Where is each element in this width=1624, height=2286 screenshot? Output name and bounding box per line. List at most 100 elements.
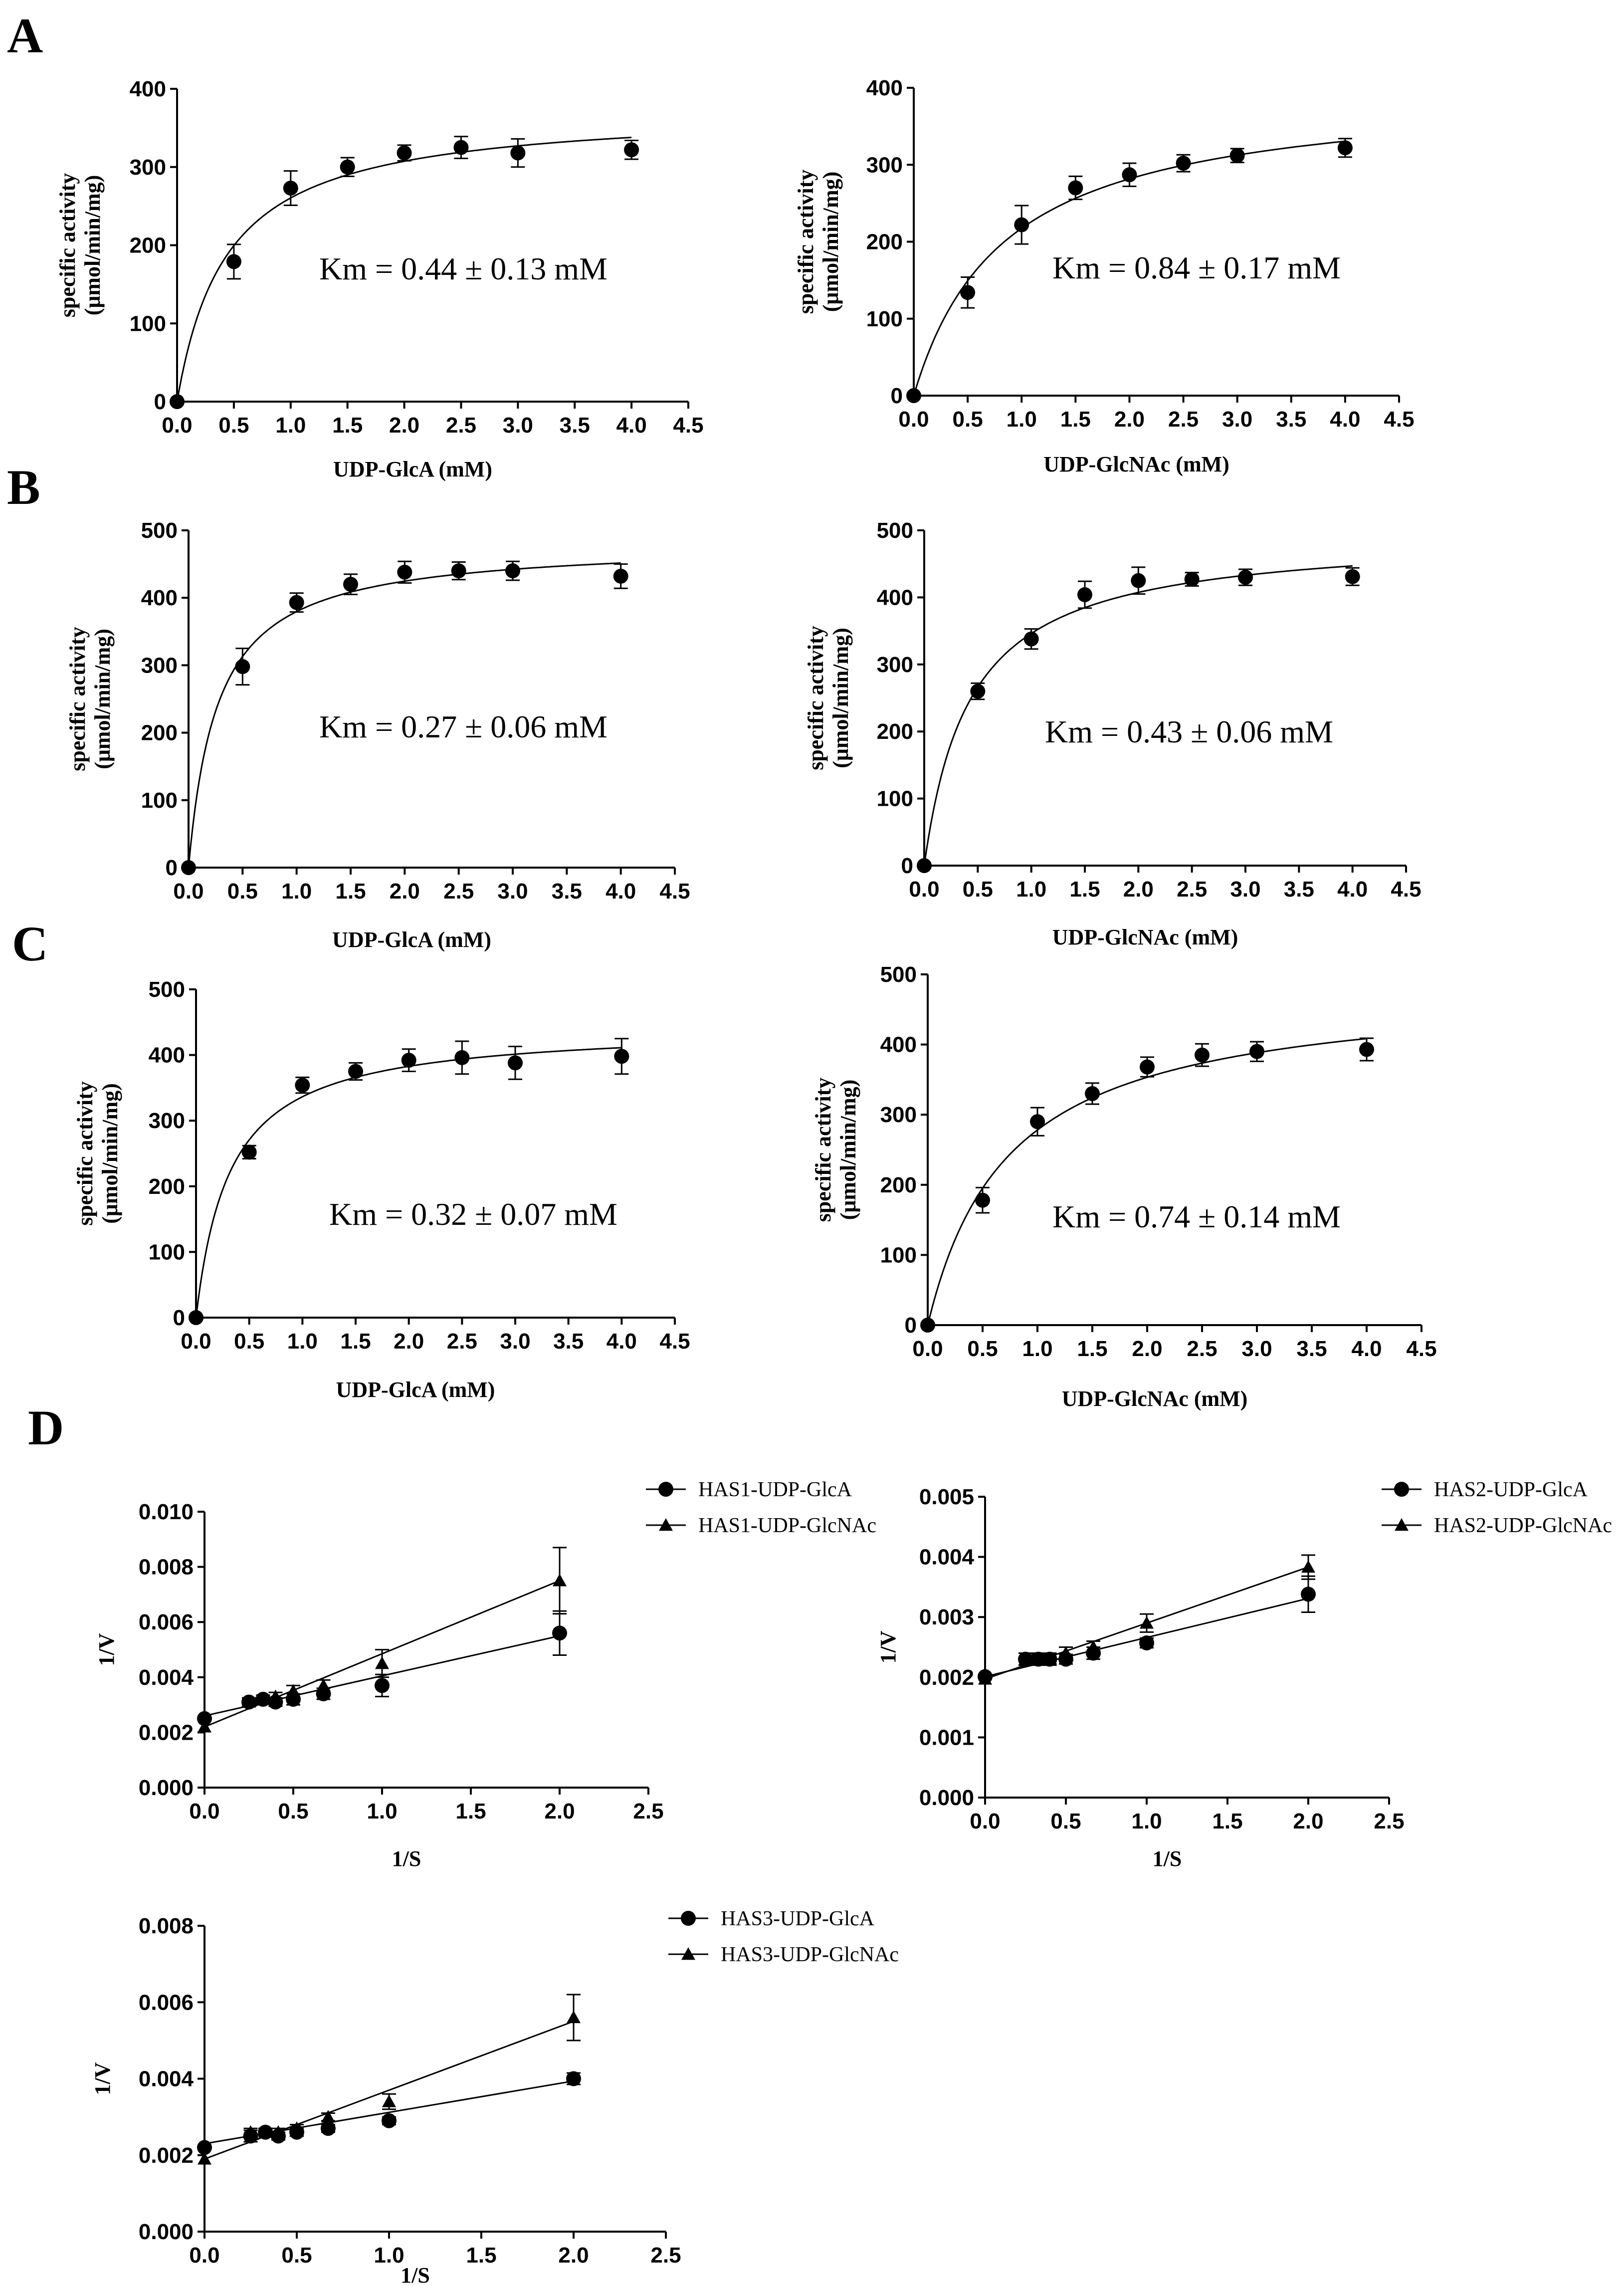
data-point bbox=[1030, 1114, 1045, 1130]
y-tick-label: 100 bbox=[877, 787, 913, 811]
y-tick-label: 500 bbox=[149, 977, 185, 1002]
y-tick-label: 0.002 bbox=[139, 2143, 194, 2168]
y-tick-label: 0.000 bbox=[139, 1776, 194, 1800]
data-point bbox=[382, 2113, 397, 2128]
data-point bbox=[320, 2121, 336, 2136]
y-tick-label: 100 bbox=[149, 1240, 185, 1264]
y-tick-label: 0.008 bbox=[139, 1555, 194, 1580]
x-tick-label: 2.0 bbox=[394, 1329, 424, 1354]
x-tick-label: 3.5 bbox=[553, 1329, 584, 1354]
y-tick-label: 200 bbox=[866, 230, 903, 254]
chart-d-has2: 0.0 0.5 1.0 1.5 2.0 2.5 0.000 0.001 0.002 0.003 0.… bbox=[876, 1478, 1612, 1871]
x-axis-label: UDP-GlcA (mM) bbox=[336, 1377, 495, 1402]
panel-letter-a: A bbox=[7, 8, 43, 63]
x-tick-label: 0.0 bbox=[181, 1329, 211, 1354]
data-point bbox=[1238, 570, 1253, 585]
data-point bbox=[289, 595, 304, 610]
data-point bbox=[283, 181, 298, 196]
x-tick-label: 4.5 bbox=[1384, 407, 1414, 432]
y-tick-label: 0.006 bbox=[139, 1990, 194, 2015]
data-point bbox=[1249, 1044, 1264, 1059]
y-axis-label: (μmol/min/mg) bbox=[836, 1080, 860, 1220]
data-point bbox=[271, 2125, 285, 2138]
legend-marker bbox=[681, 1947, 695, 1960]
y-tick-label: 400 bbox=[880, 1033, 917, 1057]
chart-b-left: 0.0 0.5 1.0 1.5 2.0 2.5 3.0 3.5 4.0 4.5 0 100 200 300… bbox=[65, 518, 690, 952]
x-tick-label: 1.0 bbox=[1016, 877, 1046, 902]
data-point bbox=[1195, 1047, 1210, 1063]
chart-c-left: 0.0 0.5 1.0 1.5 2.0 2.5 3.0 3.5 4.0 4.5 0 100 200 300… bbox=[73, 977, 690, 1402]
data-point bbox=[170, 394, 185, 409]
data-point bbox=[226, 254, 241, 269]
data-point bbox=[1014, 217, 1029, 232]
y-tick-label: 300 bbox=[880, 1103, 917, 1127]
data-point bbox=[375, 1656, 389, 1669]
x-tick-label: 3.5 bbox=[1276, 407, 1306, 432]
chart-c-right: 0.0 0.5 1.0 1.5 2.0 2.5 3.0 3.5 4.0 4.5 0 100 200 300… bbox=[811, 962, 1437, 1411]
data-point bbox=[198, 1720, 211, 1733]
y-tick-label: 0 bbox=[905, 1313, 917, 1338]
x-tick-label: 1.0 bbox=[1022, 1337, 1052, 1361]
y-tick-label: 0.004 bbox=[139, 2067, 194, 2091]
x-tick-label: 2.0 bbox=[1123, 877, 1154, 902]
x-tick-label: 4.5 bbox=[1391, 877, 1421, 902]
y-tick-label: 300 bbox=[130, 155, 166, 180]
series-has1-udp-glcnac: HAS1-UDP-GlcNAc bbox=[198, 1514, 876, 1733]
x-tick-label: 2.5 bbox=[447, 1329, 477, 1354]
legend-marker bbox=[658, 1482, 673, 1497]
y-tick-label: 200 bbox=[141, 721, 178, 745]
data-point bbox=[1086, 1640, 1101, 1653]
data-point bbox=[401, 1053, 416, 1068]
data-point bbox=[1345, 569, 1360, 584]
x-tick-label: 0.0 bbox=[189, 1799, 219, 1824]
km-annotation: Km = 0.27 ± 0.06 mM bbox=[319, 709, 608, 744]
y-tick-label: 0.001 bbox=[919, 1725, 974, 1750]
chart-d-has1: 0.0 0.5 1.0 1.5 2.0 2.5 0.000 0.002 0.004 0.006 0.… bbox=[94, 1478, 876, 1871]
data-point bbox=[970, 684, 986, 699]
legend-marker bbox=[659, 1518, 673, 1531]
y-tick-label: 400 bbox=[141, 586, 178, 610]
data-point bbox=[1068, 180, 1083, 196]
y-tick-label: 0.008 bbox=[139, 1914, 194, 1938]
y-tick-label: 400 bbox=[866, 76, 903, 100]
y-tick-label: 500 bbox=[141, 518, 178, 543]
series-has2-udp-glcnac: HAS2-UDP-GlcNAc bbox=[978, 1514, 1612, 1685]
data-point bbox=[975, 1192, 990, 1208]
legend-label: HAS2-UDP-GlcA bbox=[1434, 1478, 1588, 1501]
y-tick-label: 0 bbox=[166, 856, 178, 880]
data-point bbox=[1122, 167, 1137, 183]
data-point bbox=[1140, 1059, 1155, 1075]
data-point bbox=[181, 860, 196, 875]
y-tick-label: 500 bbox=[877, 518, 913, 543]
y-tick-label: 100 bbox=[866, 307, 903, 331]
data-point bbox=[1176, 156, 1191, 171]
legend-label: HAS1-UDP-GlcNAc bbox=[698, 1514, 876, 1537]
y-axis-label: (μmol/min/mg) bbox=[828, 628, 853, 768]
data-point bbox=[242, 1695, 256, 1708]
x-tick-label: 1.5 bbox=[1069, 877, 1100, 902]
data-point bbox=[920, 1318, 935, 1333]
data-point bbox=[197, 2140, 212, 2155]
data-point bbox=[624, 142, 639, 158]
data-point bbox=[613, 568, 628, 584]
x-axis-label: UDP-GlcA (mM) bbox=[333, 457, 492, 481]
y-tick-label: 0 bbox=[901, 854, 913, 878]
data-point bbox=[1140, 1616, 1154, 1629]
data-point bbox=[290, 2121, 304, 2134]
x-tick-label: 1.0 bbox=[374, 2243, 404, 2268]
y-tick-label: 0 bbox=[173, 1306, 185, 1330]
y-tick-label: 200 bbox=[130, 233, 166, 258]
x-tick-label: 2.5 bbox=[1177, 877, 1207, 902]
x-tick-label: 2.5 bbox=[1187, 1337, 1217, 1361]
x-tick-label: 1.0 bbox=[281, 879, 312, 904]
x-axis-label: 1/S bbox=[392, 1846, 421, 1871]
x-tick-label: 0.5 bbox=[281, 2243, 312, 2268]
x-axis-label: UDP-GlcNAc (mM) bbox=[1052, 925, 1238, 949]
x-tick-label: 1.5 bbox=[1077, 1337, 1107, 1361]
x-tick-label: 2.5 bbox=[1168, 407, 1199, 432]
x-tick-label: 4.0 bbox=[1330, 407, 1360, 432]
y-axis-label: specific activity bbox=[811, 1078, 835, 1222]
x-tick-label: 0.5 bbox=[967, 1337, 998, 1361]
x-tick-label: 4.0 bbox=[1337, 877, 1368, 902]
